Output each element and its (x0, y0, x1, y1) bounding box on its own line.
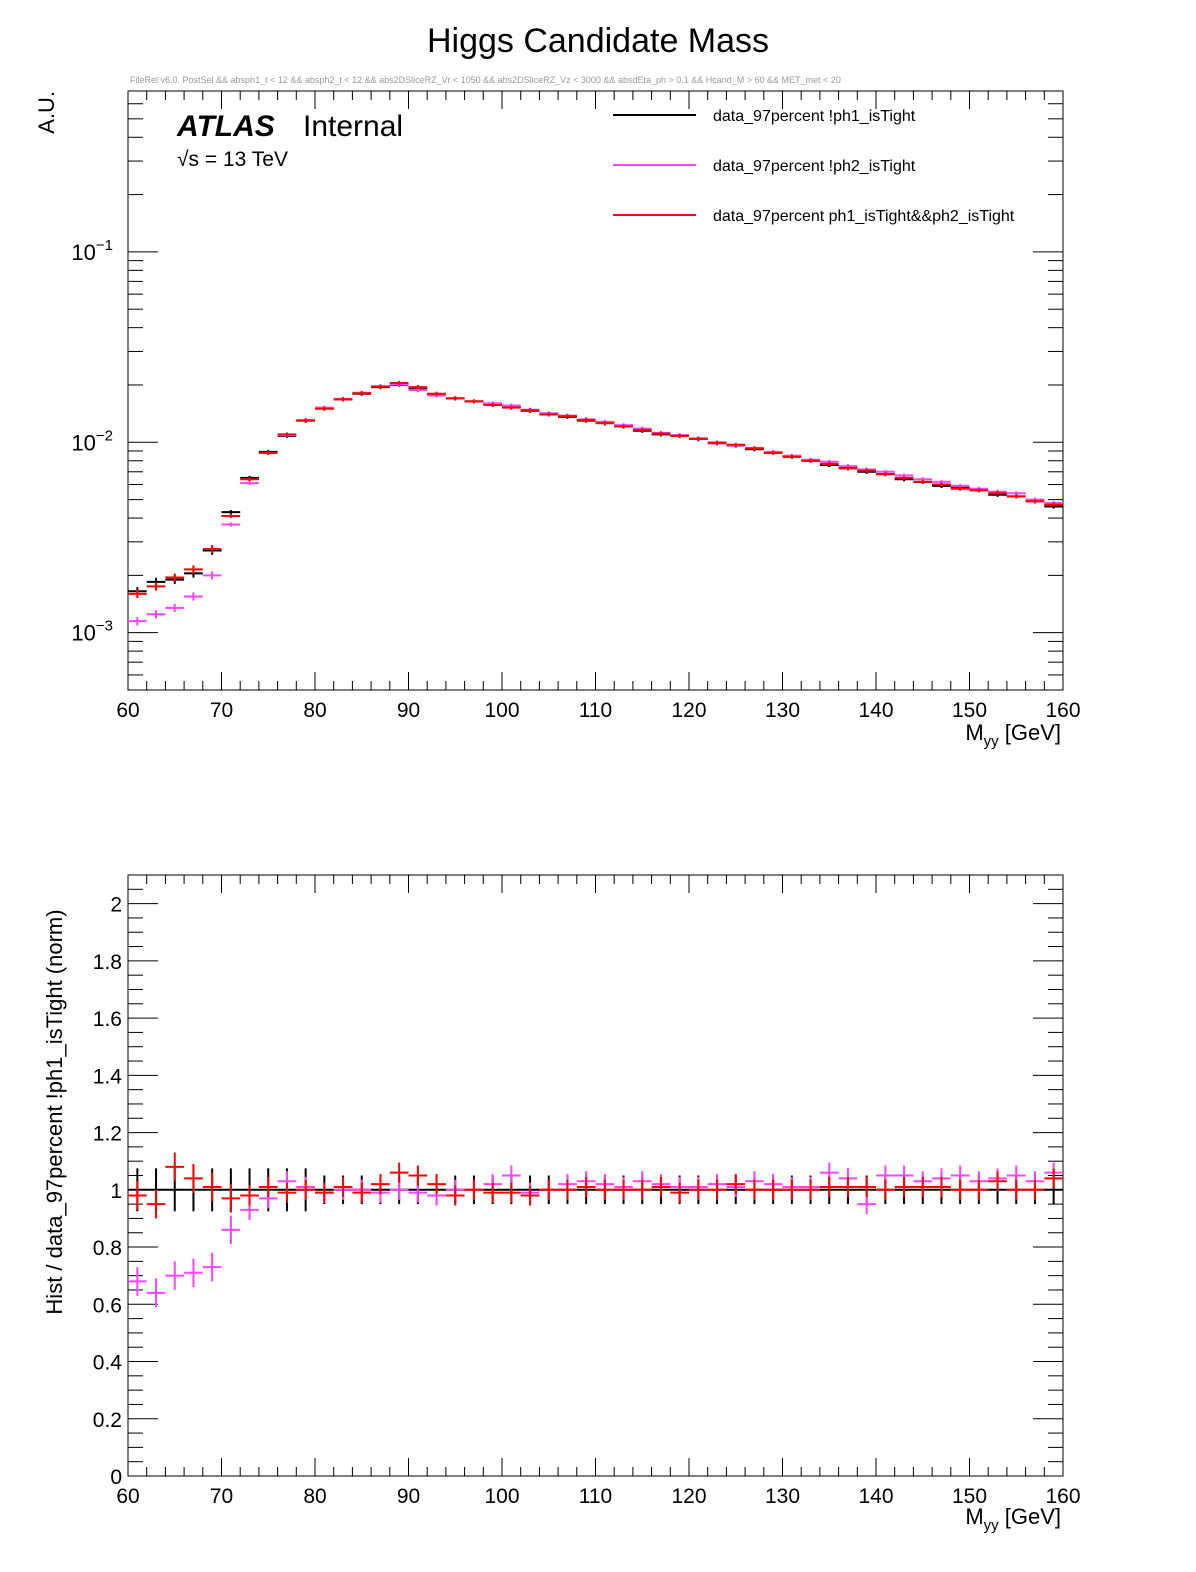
ratio-x-tick-label: 130 (765, 1485, 800, 1508)
legend-label-both: data_97percent ph1_isTight&&ph2_isTight (713, 208, 1015, 225)
ratio-y-tick-label: 0.6 (93, 1294, 122, 1317)
main-plot: 60 70 80 90 100 110 120 130 140 150 160 10−1 10−2 10−… (34, 90, 1081, 750)
atlas-status: Internal (303, 110, 403, 143)
selection-cuts-text: FileRel v6.0. PostSel && absph1_t < 12 &… (130, 75, 841, 85)
ratio-y-tick-label: 0.2 (93, 1409, 122, 1432)
ratio-x-tick-label: 80 (303, 1485, 326, 1508)
legend-label-ph1: data_97percent !ph1_isTight (713, 108, 916, 125)
chart-title: Higgs Candidate Mass (427, 22, 769, 60)
main-x-tick-label: 160 (1045, 699, 1080, 722)
ratio-y-tick-label: 1.2 (93, 1123, 122, 1146)
main-x-tick-label: 90 (397, 699, 420, 722)
main-series (128, 380, 1063, 626)
main-x-axis-label: Myy [GeV] (965, 720, 1061, 750)
main-y-tick-label: 10−1 (71, 237, 113, 265)
atlas-label: ATLAS (176, 110, 275, 143)
ratio-axes: 60 70 80 90 100 110 120 130 140 150 160 0 0.2 0.4 0.6 0… (93, 874, 1081, 1508)
main-x-tick-label: 140 (858, 699, 893, 722)
main-x-tick-label: 110 (579, 699, 612, 722)
ratio-x-tick-label: 70 (210, 1485, 233, 1508)
ratio-x-tick-label: 110 (579, 1485, 612, 1508)
main-series-1 (128, 382, 1063, 626)
ratio-x-tick-label: 60 (116, 1485, 139, 1508)
ratio-y-tick-label: 0 (110, 1466, 122, 1489)
main-x-tick-label: 120 (671, 699, 706, 722)
ratio-x-tick-label: 100 (484, 1485, 519, 1508)
main-series-2 (128, 380, 1063, 599)
main-y-tick-label: 10−2 (71, 427, 113, 455)
main-series-0 (128, 382, 1063, 596)
legend-label-ph2: data_97percent !ph2_isTight (713, 158, 916, 175)
main-x-tick-label: 60 (116, 699, 139, 722)
ratio-y-tick-label: 0.4 (93, 1352, 123, 1375)
main-x-tick-label: 150 (952, 699, 987, 722)
ratio-y-tick-label: 2 (110, 894, 122, 917)
ratio-x-tick-label: 160 (1045, 1485, 1080, 1508)
main-plot-frame (127, 90, 1064, 691)
ratio-x-tick-label: 90 (397, 1485, 420, 1508)
energy-label: √s = 13 TeV (177, 148, 288, 171)
ratio-x-tick-label: 150 (952, 1485, 987, 1508)
ratio-y-axis-label: Hist / data_97percent !ph1_isTight (norm… (42, 909, 67, 1314)
main-x-tick-label: 80 (303, 699, 326, 722)
main-x-tick-label: 130 (765, 699, 800, 722)
ratio-y-tick-label: 1.8 (93, 951, 122, 974)
ratio-series-2 (128, 1152, 1063, 1219)
ratio-plot: 60 70 80 90 100 110 120 130 140 150 160 0 0.2 0.4 0.6 0… (42, 874, 1081, 1534)
main-axes: 60 70 80 90 100 110 120 130 140 150 160 10−1 10−2 10−… (71, 91, 1081, 722)
ratio-y-tick-label: 1.6 (93, 1008, 122, 1031)
ratio-x-tick-label: 140 (858, 1485, 893, 1508)
main-y-tick-label: 10−3 (71, 618, 113, 646)
main-x-tick-label: 100 (484, 699, 519, 722)
legend: data_97percent !ph1_isTight data_97perce… (613, 108, 1015, 225)
ratio-y-tick-label: 1.4 (93, 1065, 123, 1088)
main-y-axis-label: A.U. (34, 91, 59, 134)
main-x-tick-label: 70 (210, 699, 233, 722)
ratio-y-tick-label: 0.8 (93, 1237, 122, 1260)
ratio-x-axis-label: Myy [GeV] (965, 1504, 1061, 1534)
ratio-y-tick-label: 1 (110, 1180, 122, 1203)
ratio-x-tick-label: 120 (671, 1485, 706, 1508)
ratio-series (128, 1152, 1063, 1308)
